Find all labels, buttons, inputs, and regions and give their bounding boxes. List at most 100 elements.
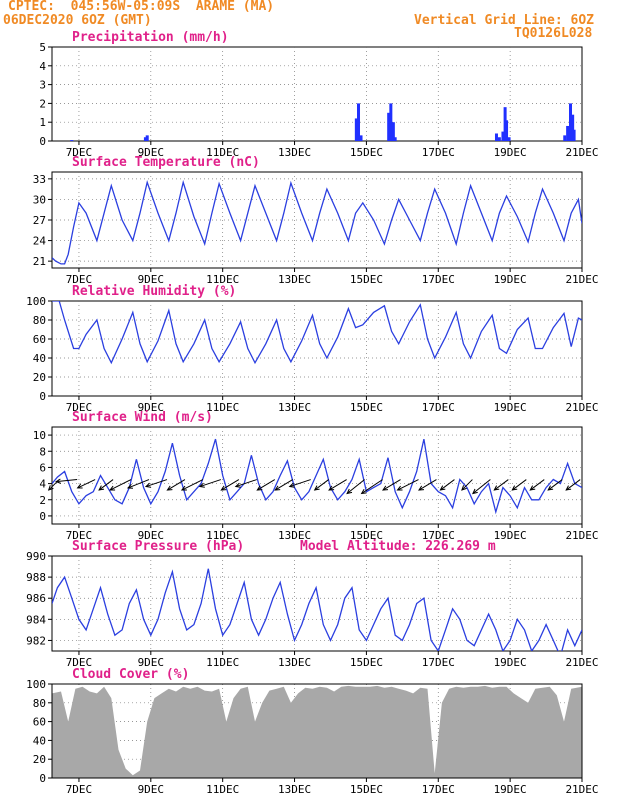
precip-bar <box>494 133 498 141</box>
x-tick-label: 19DEC <box>494 529 527 542</box>
wind-vector <box>361 479 383 494</box>
wind-vector-head <box>360 488 367 495</box>
wind-vector-head <box>565 485 572 491</box>
wind-vector <box>235 479 257 488</box>
wind-vector <box>98 479 114 491</box>
panel-cloud: 0 20 40 60 80 100 7DEC 9DEC 11DEC 13DEC 15DEC 17DEC… <box>26 667 598 796</box>
header-station: CPTEC: 045:56W-05:09S ARAME (MA) <box>8 0 275 14</box>
panel-precip: 0 1 2 3 4 5 7DEC 9DEC 11DEC 13DEC 15DEC 17DEC 19DEC 2… <box>39 30 598 159</box>
x-tick-label: 9DEC <box>138 529 165 542</box>
wind-vector <box>328 479 347 491</box>
panel-frame <box>51 426 583 525</box>
wind-vector <box>257 479 276 491</box>
x-tick-label: 13DEC <box>278 656 311 669</box>
precip-bar <box>389 103 393 141</box>
x-tick-label: 11DEC <box>206 146 239 159</box>
y-tick-label: 5 <box>39 41 46 54</box>
y-tick-label: 27 <box>33 214 46 227</box>
wind-vector <box>221 479 240 491</box>
y-tick-label: 60 <box>33 716 46 729</box>
wind-vector <box>56 479 78 483</box>
wind-vector-head <box>166 485 173 491</box>
wind-vector-head <box>198 482 205 488</box>
y-tick-label: 100 <box>26 295 46 308</box>
wind-vector-head <box>396 485 403 491</box>
x-tick-label: 11DEC <box>206 529 239 542</box>
panel-title: Cloud Cover (%) <box>72 667 189 682</box>
x-tick-label: 17DEC <box>422 783 455 796</box>
y-tick-label: 6 <box>39 461 46 474</box>
x-tick-label: 11DEC <box>206 273 239 286</box>
y-tick-label: 24 <box>33 235 47 248</box>
wind-line <box>52 438 582 515</box>
y-tick-label: 33 <box>33 173 46 186</box>
panel-rh: 0 20 40 60 80 100 7DEC 9DEC 11DEC 13DEC 15DEC 17DEC… <box>26 284 598 414</box>
x-tick-label: 19DEC <box>494 273 527 286</box>
wind-vector <box>127 479 150 489</box>
precip-bar <box>143 137 147 141</box>
panel-title: Surface Wind (m/s) <box>72 410 213 425</box>
y-tick-label: 984 <box>26 613 46 626</box>
wind-vector-head <box>493 485 500 491</box>
precip-bar <box>497 137 501 141</box>
wind-vector-head <box>328 485 335 491</box>
y-tick-label: 8 <box>39 445 46 458</box>
wind-vector <box>472 479 491 494</box>
wind-vector-head <box>529 485 536 491</box>
precip-bar <box>359 135 363 141</box>
y-tick-label: 60 <box>33 333 46 346</box>
panel-frame <box>51 46 583 142</box>
x-tick-label: 19DEC <box>494 783 527 796</box>
x-tick-label: 21DEC <box>565 656 598 669</box>
x-tick-label: 13DEC <box>278 529 311 542</box>
precip-bar <box>391 122 395 141</box>
panel-title: Surface Pressure (hPa) <box>72 539 244 554</box>
wind-vector-head <box>346 488 353 495</box>
x-tick-label: 21DEC <box>565 529 598 542</box>
rh-line <box>52 301 582 365</box>
header-date: 06DEC2020 6OZ (GMT) <box>3 13 152 28</box>
wind-vector-head <box>144 482 151 488</box>
panel-frame <box>51 300 583 397</box>
precip-bar <box>387 112 391 141</box>
y-tick-label: 20 <box>33 753 46 766</box>
wind-vector-head <box>547 485 554 491</box>
wind-vector-head <box>511 485 518 491</box>
x-tick-label: 7DEC <box>66 783 93 796</box>
header-grid-note: Vertical Grid Line: 6OZ <box>414 13 595 28</box>
x-tick-label: 17DEC <box>422 146 455 159</box>
wind-vector-head <box>381 485 389 491</box>
x-tick-label: 9DEC <box>138 783 165 796</box>
wind-vector <box>346 479 365 494</box>
wind-vector-head <box>288 482 295 488</box>
wind-vector <box>529 479 545 491</box>
x-tick-label: 15DEC <box>350 529 383 542</box>
wind-vector <box>289 479 311 488</box>
x-tick-label: 15DEC <box>350 783 383 796</box>
panel-title: Precipitation (mm/h) <box>72 30 229 45</box>
wind-vector-head <box>256 485 263 491</box>
wind-vector <box>494 479 509 491</box>
y-tick-label: 10 <box>33 429 46 442</box>
x-tick-label: 11DEC <box>206 656 239 669</box>
y-tick-label: 0 <box>39 510 46 523</box>
precip-bar <box>572 129 576 141</box>
y-tick-label: 2 <box>39 97 46 110</box>
x-tick-label: 13DEC <box>278 273 311 286</box>
x-tick-label: 21DEC <box>565 273 598 286</box>
wind-vector-head <box>180 485 187 491</box>
wind-vector <box>565 479 581 491</box>
cloud-area <box>52 685 582 778</box>
x-tick-label: 19DEC <box>494 656 527 669</box>
wind-vector-head <box>234 482 241 488</box>
x-tick-label: 7DEC <box>66 656 93 669</box>
precip-bar <box>566 125 570 141</box>
x-tick-label: 21DEC <box>565 146 598 159</box>
wind-vector-head <box>98 485 105 491</box>
x-tick-label: 7DEC <box>66 273 93 286</box>
precip-bar <box>507 137 511 141</box>
wind-vector-head <box>76 483 83 489</box>
x-tick-label: 9DEC <box>138 273 165 286</box>
y-tick-label: 986 <box>26 592 46 605</box>
